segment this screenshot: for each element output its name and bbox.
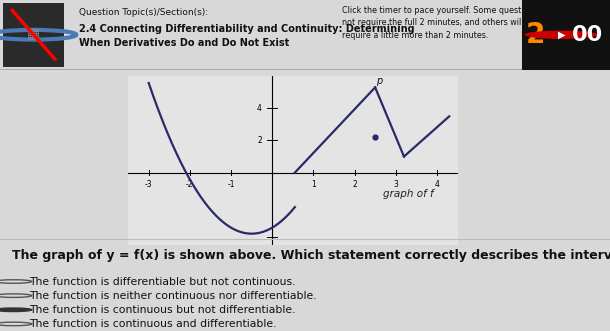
Text: The graph of y = f(x) is shown above. Which statement correctly describes the in: The graph of y = f(x) is shown above. Wh… [12,249,610,262]
Text: 2: 2 [257,136,262,145]
Text: ▦: ▦ [27,26,40,40]
Text: p: p [376,76,382,86]
Text: 2: 2 [525,21,545,49]
Text: graph of f: graph of f [383,189,433,199]
Text: ▶: ▶ [558,30,565,40]
Text: 1: 1 [311,180,316,189]
Text: -1: -1 [228,180,235,189]
Circle shape [0,308,32,311]
Text: Click the timer to pace yourself. Some questions do
not require the full 2 minut: Click the timer to pace yourself. Some q… [342,6,550,40]
Text: 3: 3 [393,180,398,189]
Text: The function is continuous but not differentiable.: The function is continuous but not diffe… [29,305,296,315]
Text: 4: 4 [257,104,262,113]
FancyBboxPatch shape [522,0,610,70]
Text: 2.4 Connecting Differentiability and Continuity: Determining
When Derivatives Do: 2.4 Connecting Differentiability and Con… [79,24,415,48]
Text: The function is neither continuous nor differentiable.: The function is neither continuous nor d… [29,291,317,301]
Text: -3: -3 [145,180,152,189]
Text: 4: 4 [434,180,439,189]
FancyBboxPatch shape [3,3,64,67]
Text: 00: 00 [572,25,603,45]
Text: -2: -2 [186,180,193,189]
Circle shape [525,30,598,39]
Text: Question Topic(s)/Section(s):: Question Topic(s)/Section(s): [79,8,209,17]
Text: The function is continuous and differentiable.: The function is continuous and different… [29,319,277,329]
Text: 2: 2 [352,180,357,189]
Text: The function is differentiable but not continuous.: The function is differentiable but not c… [29,276,296,287]
